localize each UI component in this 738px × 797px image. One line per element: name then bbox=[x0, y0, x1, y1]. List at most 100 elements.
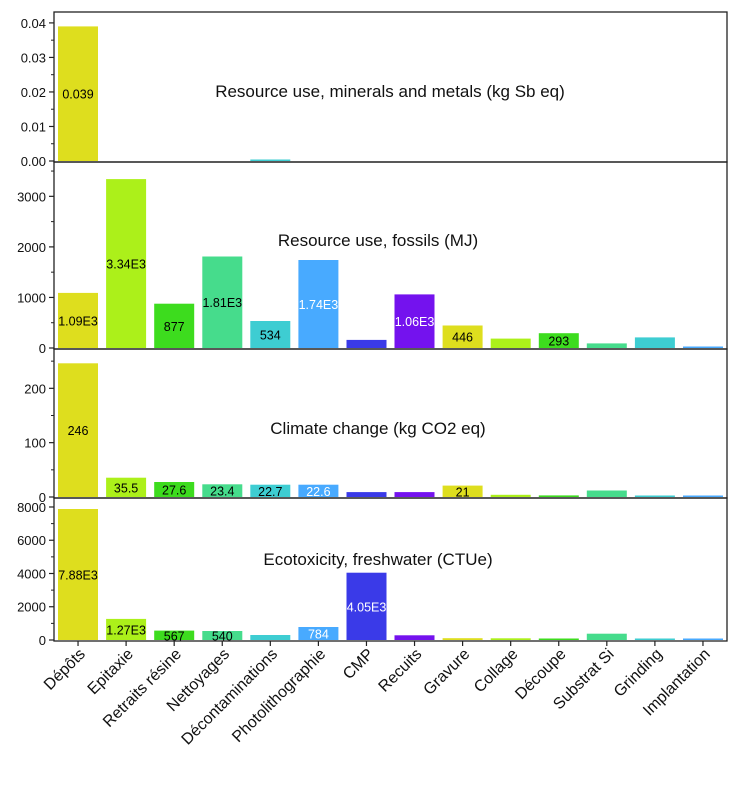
data-label-3-5: 22.7 bbox=[258, 485, 282, 499]
ytick-label: 200 bbox=[24, 381, 46, 396]
bar-4-12 bbox=[586, 633, 627, 640]
bar-3-1 bbox=[58, 363, 98, 497]
data-label-2-2: 3.34E3 bbox=[106, 258, 146, 272]
data-label-2-3: 877 bbox=[164, 320, 185, 334]
data-label-2-4: 1.81E3 bbox=[202, 296, 242, 310]
data-label-3-3: 27.6 bbox=[162, 484, 186, 498]
panel-2: 1.09E3 3.34E3 877 1.81E3 534 1.74E3 1.06E3 446 2… bbox=[17, 161, 728, 356]
ytick-label: 8000 bbox=[17, 500, 46, 515]
data-label-2-6: 1.74E3 bbox=[299, 298, 339, 312]
ytick-label: 0.03 bbox=[21, 50, 46, 65]
panel-3: 246 35.5 27.6 23.4 22.7 22.6 21 0 100 200 Climate … bbox=[24, 348, 728, 505]
bar-2-11 bbox=[538, 333, 579, 348]
data-label-3-9: 21 bbox=[456, 485, 470, 499]
bar-4-1 bbox=[58, 509, 98, 640]
bar-2-4 bbox=[202, 256, 243, 348]
panel-title-1: Resource use, minerals and metals (kg Sb… bbox=[215, 82, 565, 101]
ytick-label: 2000 bbox=[17, 600, 46, 615]
bar-4-3 bbox=[154, 630, 195, 640]
bar-4-7 bbox=[346, 572, 387, 640]
panel-title-2: Resource use, fossils (MJ) bbox=[278, 231, 478, 250]
ytick-label: 1000 bbox=[17, 290, 46, 305]
category-label-9: Gravure bbox=[421, 646, 474, 699]
bar-2-10 bbox=[490, 338, 531, 348]
bar-2-14 bbox=[683, 346, 723, 348]
ytick-label: 0 bbox=[39, 633, 46, 648]
bar-4-6 bbox=[298, 627, 339, 640]
bar-3-2 bbox=[106, 477, 147, 497]
bar-2-12 bbox=[586, 343, 627, 348]
ytick-label: 6000 bbox=[17, 533, 46, 548]
bar-4-2 bbox=[106, 618, 147, 640]
category-label-8: Recuits bbox=[376, 646, 426, 696]
bar-4-14 bbox=[683, 638, 723, 640]
bar-3-7 bbox=[346, 492, 387, 497]
bar-4-8 bbox=[394, 635, 435, 640]
bar-4-4 bbox=[202, 631, 243, 640]
bar-2-3 bbox=[154, 303, 195, 348]
data-label-2-8: 1.06E3 bbox=[395, 315, 435, 329]
bar-2-1 bbox=[58, 292, 98, 348]
bar-3-13 bbox=[634, 495, 675, 497]
data-label-2-11: 293 bbox=[548, 335, 569, 349]
panel-title-3: Climate change (kg CO2 eq) bbox=[270, 419, 485, 438]
ytick-label: 0 bbox=[39, 341, 46, 356]
ytick-label: 0.00 bbox=[21, 154, 46, 169]
bar-3-9 bbox=[442, 485, 483, 497]
ytick-label: 0.01 bbox=[21, 120, 46, 135]
bar-3-12 bbox=[586, 490, 627, 497]
category-label-7: CMP bbox=[340, 646, 377, 683]
bar-3-5 bbox=[250, 484, 291, 497]
ytick-label: 2000 bbox=[17, 240, 46, 255]
data-label-2-9: 446 bbox=[452, 331, 473, 345]
bar-2-6 bbox=[298, 260, 339, 348]
bar-3-3 bbox=[154, 482, 195, 497]
bar-4-9 bbox=[442, 638, 483, 640]
bar-1-1 bbox=[58, 26, 98, 162]
data-label-4-3: 567 bbox=[164, 629, 185, 643]
data-label-3-2: 35.5 bbox=[114, 481, 138, 495]
data-label-4-2: 1.27E3 bbox=[106, 623, 146, 637]
panel-4: 7.88E3 1.27E3 567 540 784 4.05E3 0 2000 4000 6000… bbox=[17, 497, 728, 648]
panel-1: 0.039 0.00 0.01 0.02 0.03 0.04 Resource use, m… bbox=[21, 11, 728, 169]
bar-2-13 bbox=[634, 337, 675, 348]
bar-3-6 bbox=[298, 484, 339, 497]
bar-3-10 bbox=[490, 494, 531, 497]
data-label-3-4: 23.4 bbox=[210, 485, 234, 499]
ytick-label: 0.02 bbox=[21, 85, 46, 100]
data-label-2-1: 1.09E3 bbox=[58, 314, 98, 328]
panel-title-4: Ecotoxicity, freshwater (CTUe) bbox=[263, 550, 492, 569]
bar-3-14 bbox=[683, 495, 723, 497]
data-label-3-6: 22.6 bbox=[306, 485, 330, 499]
bar-2-8 bbox=[394, 294, 435, 348]
category-label-6: Photolithographie bbox=[229, 646, 329, 746]
bar-2-7 bbox=[346, 339, 387, 348]
bar-2-2 bbox=[106, 179, 147, 348]
ytick-label: 3000 bbox=[17, 189, 46, 204]
panel-frame-4 bbox=[53, 497, 728, 642]
data-label-1-1: 0.039 bbox=[62, 88, 93, 102]
bar-1-5 bbox=[250, 159, 291, 161]
data-label-4-7: 4.05E3 bbox=[347, 600, 387, 614]
ytick-label: 0.04 bbox=[21, 16, 46, 31]
bar-2-5 bbox=[250, 321, 291, 348]
bar-3-4 bbox=[202, 484, 243, 497]
bar-2-9 bbox=[442, 325, 483, 348]
data-label-4-4: 540 bbox=[212, 630, 233, 644]
ytick-label: 0 bbox=[39, 490, 46, 505]
data-label-2-5: 534 bbox=[260, 329, 281, 343]
bar-4-11 bbox=[538, 638, 579, 640]
category-label-1: Dépôts bbox=[41, 646, 89, 694]
bar-3-8 bbox=[394, 492, 435, 497]
ytick-label: 4000 bbox=[17, 567, 46, 582]
data-label-4-6: 784 bbox=[308, 628, 329, 642]
data-label-3-1: 246 bbox=[68, 424, 89, 438]
data-label-4-1: 7.88E3 bbox=[58, 569, 98, 583]
bar-4-5 bbox=[250, 635, 291, 640]
bar-4-10 bbox=[490, 638, 531, 640]
ytick-label: 100 bbox=[24, 436, 46, 451]
bar-3-11 bbox=[538, 495, 579, 497]
bar-4-13 bbox=[634, 638, 675, 640]
